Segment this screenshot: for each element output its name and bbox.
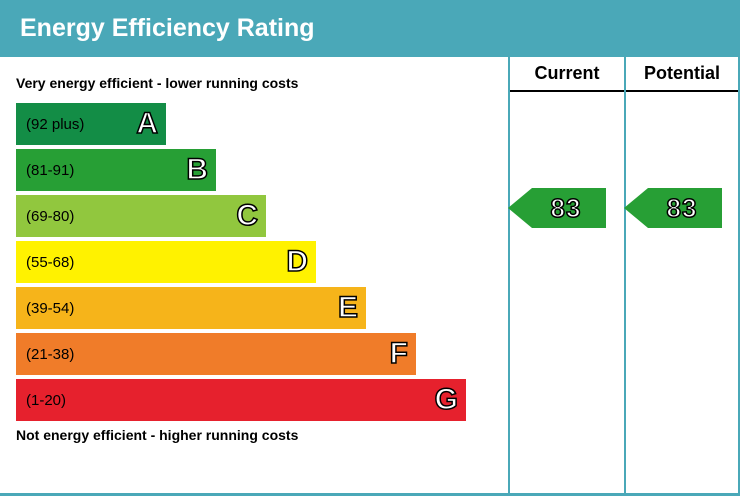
band-letter: G: [435, 383, 458, 417]
band-letter: B: [186, 153, 208, 187]
title-bar: Energy Efficiency Rating: [0, 0, 740, 57]
rating-bands: (92 plus) A (81-91) B (69-80) C (55-68) D (39-54…: [16, 103, 500, 421]
band-range-label: (92 plus): [26, 116, 84, 133]
rating-pointer: 83: [624, 188, 722, 228]
pointer-value: 83: [532, 188, 606, 228]
rating-band-b: (81-91) B: [16, 149, 216, 191]
efficiency-bottom-label: Not energy efficient - higher running co…: [16, 427, 500, 443]
rating-band-g: (1-20) G: [16, 379, 466, 421]
band-letter: F: [390, 337, 408, 371]
band-letter: E: [338, 291, 358, 325]
rating-column-current: Current 83: [508, 57, 624, 493]
band-range-label: (55-68): [26, 254, 74, 271]
band-range-label: (81-91): [26, 162, 74, 179]
band-letter: A: [136, 107, 158, 141]
rating-band-d: (55-68) D: [16, 241, 316, 283]
chart-area: Very energy efficient - lower running co…: [0, 57, 508, 493]
rating-pointer: 83: [508, 188, 606, 228]
rating-band-f: (21-38) F: [16, 333, 416, 375]
content-area: Very energy efficient - lower running co…: [0, 57, 740, 496]
pointer-arrow-icon: [624, 188, 648, 228]
page-title: Energy Efficiency Rating: [20, 14, 720, 43]
rating-band-c: (69-80) C: [16, 195, 266, 237]
pointer-arrow-icon: [508, 188, 532, 228]
pointer-value: 83: [648, 188, 722, 228]
band-letter: D: [286, 245, 308, 279]
band-letter: C: [236, 199, 258, 233]
column-header: Current: [510, 57, 624, 92]
column-header: Potential: [626, 57, 738, 92]
rating-column-potential: Potential 83: [624, 57, 740, 493]
efficiency-top-label: Very energy efficient - lower running co…: [16, 75, 500, 91]
rating-band-e: (39-54) E: [16, 287, 366, 329]
band-range-label: (69-80): [26, 208, 74, 225]
rating-band-a: (92 plus) A: [16, 103, 166, 145]
band-range-label: (1-20): [26, 392, 66, 409]
band-range-label: (39-54): [26, 300, 74, 317]
band-range-label: (21-38): [26, 346, 74, 363]
rating-columns: Current 83 Potential 83: [508, 57, 740, 493]
